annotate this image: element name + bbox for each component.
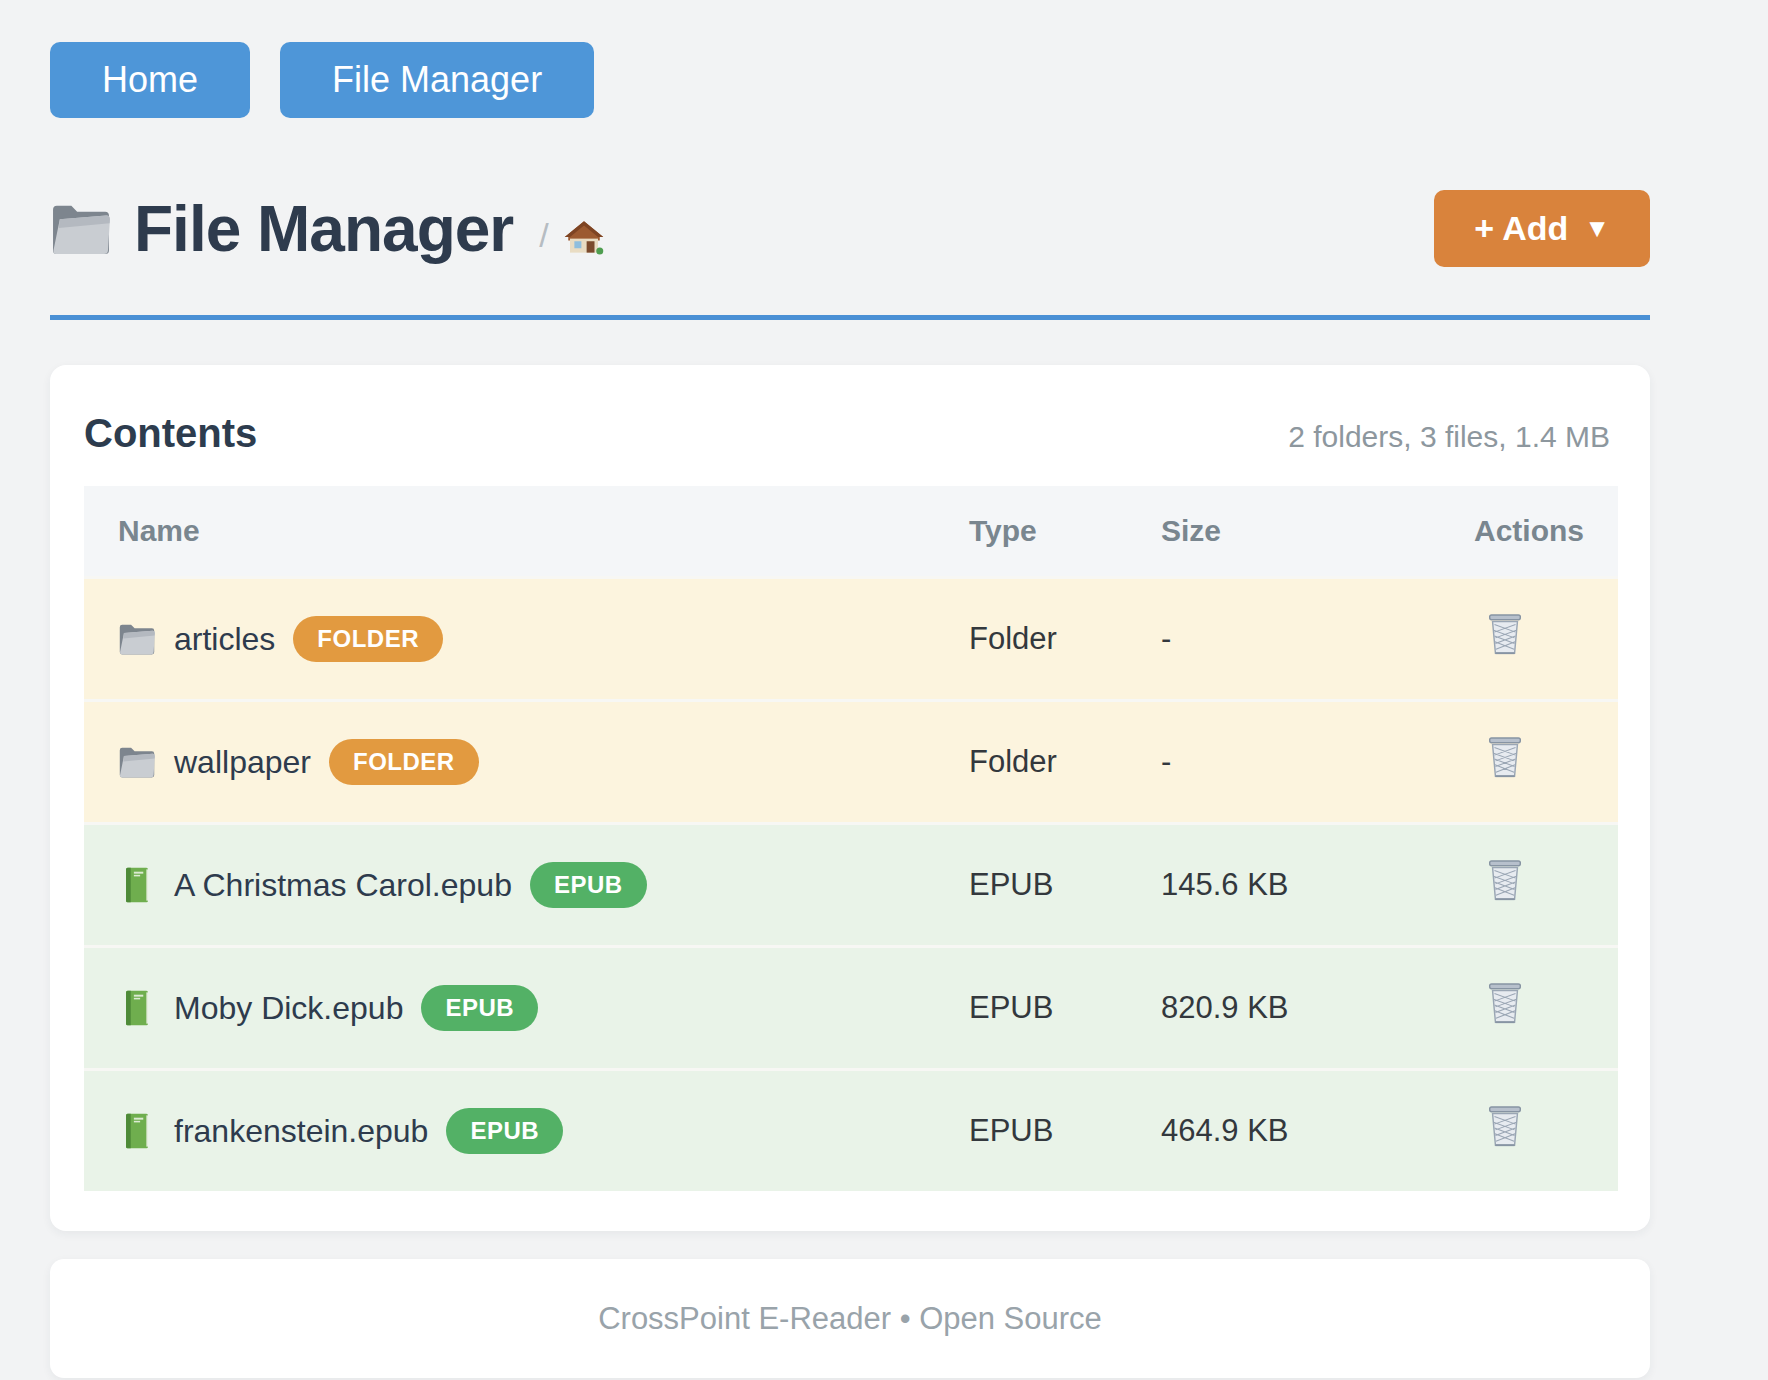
book-icon — [118, 1113, 156, 1149]
file-type-cell: Folder — [943, 578, 1135, 701]
card-header: Contents 2 folders, 3 files, 1.4 MB — [84, 405, 1612, 456]
file-type-cell: EPUB — [943, 947, 1135, 1070]
file-name-link[interactable]: frankenstein.epub — [174, 1113, 428, 1150]
delete-button[interactable] — [1486, 1105, 1524, 1149]
add-button[interactable]: + Add ▼ — [1434, 190, 1650, 267]
delete-button[interactable] — [1486, 982, 1524, 1026]
book-icon — [118, 990, 156, 1026]
file-type-cell: EPUB — [943, 824, 1135, 947]
folder-icon — [118, 744, 156, 780]
type-badge: EPUB — [421, 985, 538, 1031]
top-nav: Home File Manager — [50, 0, 1650, 118]
trash-icon — [1486, 613, 1524, 657]
column-header-name: Name — [84, 486, 943, 578]
delete-button[interactable] — [1486, 613, 1524, 657]
table-row[interactable]: wallpaper FOLDER Folder - — [84, 701, 1618, 824]
delete-button[interactable] — [1486, 859, 1524, 903]
table-row[interactable]: frankenstein.epub EPUB EPUB 464.9 KB — [84, 1070, 1618, 1192]
trash-icon — [1486, 859, 1524, 903]
column-header-type: Type — [943, 486, 1135, 578]
page-container: Home File Manager File Manager / + Add ▼… — [50, 0, 1650, 1378]
header-divider — [50, 315, 1650, 320]
chevron-down-icon: ▼ — [1584, 213, 1610, 244]
page-header: File Manager / + Add ▼ — [50, 190, 1650, 267]
title-wrap: File Manager / — [50, 192, 605, 266]
type-badge: FOLDER — [329, 739, 479, 785]
file-size-cell: - — [1135, 701, 1448, 824]
file-size-cell: - — [1135, 578, 1448, 701]
folder-icon — [118, 621, 156, 657]
footer-text: CrossPoint E-Reader • Open Source — [598, 1301, 1102, 1337]
breadcrumb-separator: / — [539, 216, 548, 255]
file-size-cell: 820.9 KB — [1135, 947, 1448, 1070]
file-name-link[interactable]: wallpaper — [174, 744, 311, 781]
file-size-cell: 145.6 KB — [1135, 824, 1448, 947]
book-icon — [118, 867, 156, 903]
page-title: File Manager — [134, 192, 513, 266]
contents-card: Contents 2 folders, 3 files, 1.4 MB Name… — [50, 365, 1650, 1231]
file-name-link[interactable]: A Christmas Carol.epub — [174, 867, 512, 904]
file-type-cell: EPUB — [943, 1070, 1135, 1192]
table-row[interactable]: A Christmas Carol.epub EPUB EPUB 145.6 K… — [84, 824, 1618, 947]
breadcrumb: / — [539, 216, 604, 256]
trash-icon — [1486, 1105, 1524, 1149]
type-badge: EPUB — [530, 862, 647, 908]
file-name-link[interactable]: articles — [174, 621, 275, 658]
type-badge: FOLDER — [293, 616, 443, 662]
table-row[interactable]: articles FOLDER Folder - — [84, 578, 1618, 701]
nav-home-button[interactable]: Home — [50, 42, 250, 118]
table-row[interactable]: Moby Dick.epub EPUB EPUB 820.9 KB — [84, 947, 1618, 1070]
trash-icon — [1486, 736, 1524, 780]
folder-icon — [50, 202, 112, 256]
contents-summary: 2 folders, 3 files, 1.4 MB — [1288, 420, 1610, 454]
file-name-link[interactable]: Moby Dick.epub — [174, 990, 403, 1027]
add-button-label: + Add — [1474, 209, 1568, 248]
delete-button[interactable] — [1486, 736, 1524, 780]
footer: CrossPoint E-Reader • Open Source — [50, 1259, 1650, 1378]
column-header-actions: Actions — [1448, 486, 1618, 578]
card-title: Contents — [84, 411, 257, 456]
type-badge: EPUB — [446, 1108, 563, 1154]
trash-icon — [1486, 982, 1524, 1026]
nav-file-manager-button[interactable]: File Manager — [280, 42, 594, 118]
house-icon[interactable] — [563, 216, 605, 256]
file-type-cell: Folder — [943, 701, 1135, 824]
table-header-row: Name Type Size Actions — [84, 486, 1618, 578]
file-size-cell: 464.9 KB — [1135, 1070, 1448, 1192]
column-header-size: Size — [1135, 486, 1448, 578]
file-table: Name Type Size Actions articles FOLDER F… — [84, 486, 1618, 1191]
